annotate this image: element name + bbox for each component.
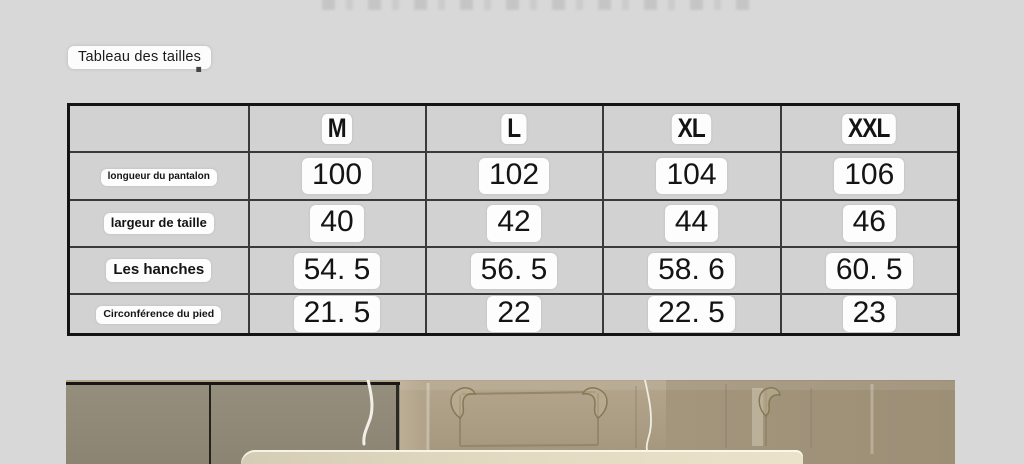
table-header-row: M L XL XXL bbox=[67, 103, 960, 154]
size-value: 42 bbox=[487, 205, 541, 242]
size-value: 106 bbox=[834, 157, 905, 195]
size-value: 102 bbox=[478, 157, 550, 195]
size-value: 54. 5 bbox=[293, 252, 381, 289]
size-col-header-xl: XL bbox=[671, 113, 712, 144]
photo-panel-edge bbox=[396, 385, 399, 464]
photo-molding-and-cables bbox=[362, 380, 955, 460]
size-value: 60. 5 bbox=[825, 252, 913, 289]
size-value: 22. 5 bbox=[648, 296, 735, 333]
table-row: Les hanches 54. 5 56. 5 58. 6 60. 5 bbox=[67, 246, 960, 296]
size-value: 40 bbox=[310, 205, 364, 242]
table-row: Circonférence du pied 21. 5 22 22. 5 23 bbox=[67, 293, 960, 336]
size-value: 58. 6 bbox=[648, 252, 735, 289]
size-value: 22 bbox=[487, 296, 541, 333]
product-photo bbox=[66, 380, 955, 464]
size-value: 104 bbox=[656, 157, 727, 195]
size-col-header-xxl: XXL bbox=[842, 113, 896, 144]
size-value: 56. 5 bbox=[470, 252, 558, 289]
size-col-header-m: M bbox=[322, 113, 352, 144]
size-value: 23 bbox=[842, 296, 896, 333]
size-chart-title: Tableau des tailles bbox=[68, 46, 212, 69]
photo-cream-surface bbox=[241, 450, 803, 464]
size-row-label: Les hanches bbox=[106, 259, 212, 283]
stray-period-mark: . bbox=[194, 42, 204, 80]
table-row: largeur de taille 40 42 44 46 bbox=[67, 198, 960, 249]
corner-cell bbox=[67, 103, 250, 154]
photo-panel-divider bbox=[209, 385, 211, 464]
size-value: 46 bbox=[842, 205, 896, 242]
size-col-header-l: L bbox=[501, 113, 527, 144]
table-row: longueur du pantalon 100 102 104 106 bbox=[67, 151, 960, 201]
size-value: 100 bbox=[301, 157, 373, 195]
size-row-label: Circonférence du pied bbox=[96, 306, 222, 325]
size-row-label: longueur du pantalon bbox=[100, 169, 217, 187]
size-table: M L XL XXL longueur du pantalon 100 102 … bbox=[67, 103, 960, 336]
size-row-label: largeur de taille bbox=[103, 213, 214, 234]
size-value: 44 bbox=[664, 205, 719, 242]
size-value: 21. 5 bbox=[293, 296, 381, 333]
cropped-heading-fragment bbox=[322, 0, 758, 10]
